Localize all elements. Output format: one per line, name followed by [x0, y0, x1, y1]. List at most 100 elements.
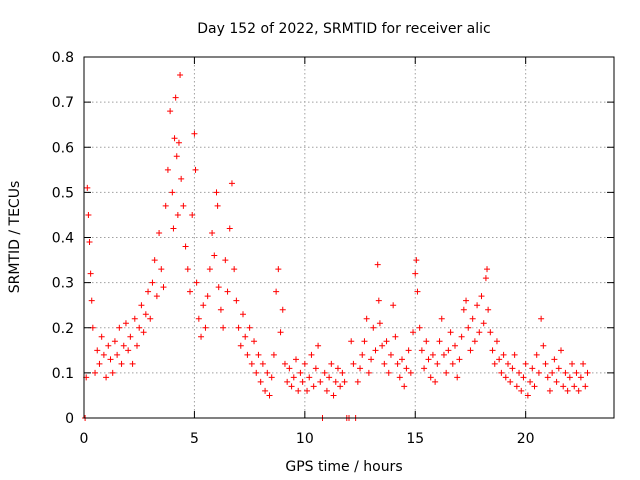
data-point — [173, 153, 180, 160]
data-point — [217, 306, 224, 313]
data-point — [215, 284, 222, 291]
data-point — [96, 360, 103, 367]
data-point — [390, 302, 397, 309]
data-point — [111, 338, 118, 345]
data-point — [476, 329, 483, 336]
data-point — [103, 374, 110, 381]
data-point — [242, 333, 249, 340]
data-point — [418, 347, 425, 354]
data-point — [376, 320, 383, 327]
data-point — [160, 284, 167, 291]
data-point — [562, 369, 569, 376]
data-point — [264, 369, 271, 376]
data-point — [209, 229, 216, 236]
data-point — [458, 333, 465, 340]
data-point — [266, 392, 273, 399]
data-point — [156, 229, 163, 236]
data-point — [206, 266, 213, 273]
data-point — [220, 324, 227, 331]
data-point — [383, 338, 390, 345]
data-point — [214, 202, 221, 209]
data-point — [151, 257, 158, 264]
y-tick-label: 0.3 — [52, 276, 74, 292]
data-point — [460, 306, 467, 313]
data-point — [425, 356, 432, 363]
data-point — [454, 374, 461, 381]
chart-title: Day 152 of 2022, SRMTID for receiver ali… — [197, 21, 490, 37]
data-point — [513, 383, 520, 390]
data-point — [328, 360, 335, 367]
x-axis-label: GPS time / hours — [285, 459, 402, 475]
data-point — [359, 351, 366, 358]
data-point — [118, 360, 125, 367]
data-point — [354, 378, 361, 385]
data-point — [262, 387, 269, 394]
data-point — [489, 347, 496, 354]
data-point — [116, 324, 123, 331]
data-point — [427, 374, 434, 381]
data-point — [231, 266, 238, 273]
data-point — [540, 342, 547, 349]
data-point — [582, 383, 589, 390]
data-point — [182, 243, 189, 250]
data-point — [401, 383, 408, 390]
y-tick-label: 0.4 — [52, 231, 74, 247]
data-point — [164, 166, 171, 173]
data-point — [412, 270, 419, 277]
data-point — [228, 180, 235, 187]
data-point — [423, 338, 430, 345]
y-axis-label: SRMTID / TECUs — [7, 181, 23, 294]
data-point — [189, 211, 196, 218]
data-point — [443, 369, 450, 376]
data-point — [317, 378, 324, 385]
data-point — [368, 356, 375, 363]
data-point — [174, 211, 181, 218]
data-point — [535, 369, 542, 376]
data-point — [233, 297, 240, 304]
y-tick-label: 0.5 — [52, 185, 74, 201]
data-point — [394, 360, 401, 367]
data-point — [84, 184, 91, 191]
data-point — [507, 378, 514, 385]
data-point — [162, 202, 169, 209]
data-point — [432, 378, 439, 385]
data-point — [295, 387, 302, 394]
data-point — [500, 351, 507, 358]
data-point — [180, 202, 187, 209]
data-point — [122, 320, 129, 327]
data-point — [145, 288, 152, 295]
data-point — [140, 329, 147, 336]
data-point — [487, 329, 494, 336]
data-point — [142, 311, 149, 318]
data-point — [286, 365, 293, 372]
data-point — [416, 324, 423, 331]
data-point — [410, 329, 417, 336]
data-point — [192, 166, 199, 173]
data-point — [485, 306, 492, 313]
data-point — [493, 338, 500, 345]
data-point — [246, 324, 253, 331]
x-tick-label: 0 — [80, 431, 89, 447]
data-point — [502, 374, 509, 381]
data-point — [531, 383, 538, 390]
data-point — [308, 351, 315, 358]
data-point — [379, 342, 386, 349]
grid-layer — [84, 57, 614, 418]
data-point — [520, 374, 527, 381]
data-point — [193, 279, 200, 286]
data-point — [471, 338, 478, 345]
data-point — [337, 383, 344, 390]
data-point — [187, 288, 193, 295]
data-point — [564, 387, 571, 394]
data-point — [315, 342, 322, 349]
data-point — [549, 369, 556, 376]
data-point — [573, 369, 580, 376]
data-point — [558, 347, 564, 354]
data-point — [375, 297, 382, 304]
data-point — [277, 329, 284, 336]
data-point — [88, 297, 95, 304]
data-point — [281, 360, 288, 367]
data-point — [222, 257, 229, 264]
